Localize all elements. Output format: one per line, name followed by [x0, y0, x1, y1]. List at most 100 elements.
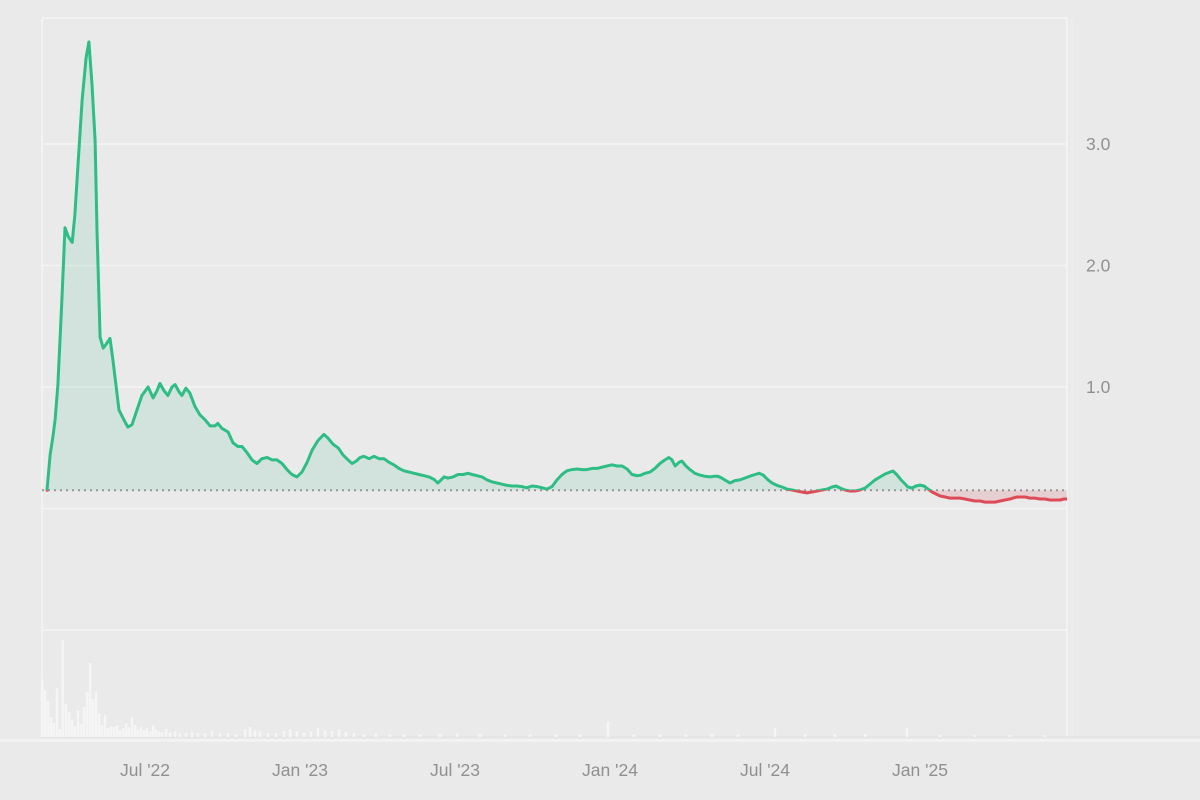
volume-bar — [606, 721, 610, 737]
volume-bar — [139, 727, 143, 737]
volume-bar — [133, 725, 137, 737]
volume-bar — [455, 733, 459, 737]
volume-bar — [302, 732, 306, 737]
volume-bar — [79, 724, 83, 737]
volume-bar — [103, 715, 107, 737]
volume-bar — [418, 734, 422, 737]
volume-bar — [248, 727, 252, 737]
volume-bar — [85, 692, 89, 737]
volume-bar — [109, 726, 113, 737]
y-tick-label: 2.0 — [1086, 256, 1111, 276]
volume-bar — [203, 733, 207, 737]
volume-bar — [100, 725, 104, 737]
negative-area-fill — [47, 490, 1067, 503]
volume-bar — [295, 731, 299, 737]
volume-bar — [503, 734, 507, 737]
volume-bar — [164, 729, 168, 737]
volume-bar — [178, 733, 182, 737]
volume-bar — [374, 733, 378, 737]
volume-bar — [863, 734, 867, 737]
volume-bar — [154, 729, 158, 737]
volume-bar — [344, 732, 348, 737]
volume-bar — [76, 710, 80, 737]
x-tick-label: Jan '24 — [582, 760, 638, 780]
volume-bar — [323, 730, 327, 737]
price-area-negative — [45, 490, 1067, 504]
volume-bar — [121, 728, 125, 737]
volume-bar — [70, 719, 74, 737]
volume-bar — [478, 734, 482, 737]
volume-bar — [136, 729, 140, 737]
volume-bar — [61, 640, 65, 737]
volume-bar — [151, 725, 155, 737]
x-tick-label: Jul '22 — [120, 760, 170, 780]
volume-bar — [142, 730, 146, 737]
volume-bar — [157, 731, 161, 737]
volume-bar — [402, 734, 406, 737]
volume-bar — [905, 728, 909, 737]
volume-bar — [1008, 735, 1012, 737]
price-line-positive — [45, 40, 933, 491]
volume-bar — [554, 734, 558, 737]
volume-bar — [773, 728, 777, 737]
volume-bar — [145, 728, 149, 737]
volume-bar — [266, 733, 270, 737]
volume-bar — [58, 729, 62, 737]
volume-bar — [112, 727, 116, 737]
y-tick-label: 1.0 — [1086, 377, 1111, 397]
volume-bars — [40, 640, 1047, 737]
volume-bar — [337, 729, 341, 737]
price-area-positive — [45, 40, 933, 491]
volume-bar — [43, 690, 47, 737]
volume-bar — [115, 725, 119, 737]
volume-bar — [658, 734, 662, 737]
volume-bar — [632, 734, 636, 737]
volume-bar — [833, 734, 837, 737]
grid-layer — [42, 143, 1067, 631]
volume-bar — [388, 734, 392, 737]
volume-bar — [73, 726, 77, 737]
volume-bar — [243, 729, 247, 737]
volume-bar — [803, 734, 807, 737]
volume-bar — [196, 733, 200, 737]
volume-bar — [82, 707, 86, 737]
volume-bar — [973, 735, 977, 737]
volume-bar — [330, 731, 334, 737]
volume-bar — [710, 734, 714, 737]
volume-bar — [578, 734, 582, 737]
volume-bar — [352, 733, 356, 737]
volume-bar — [118, 730, 122, 737]
volume-bar — [684, 734, 688, 737]
volume-bar — [168, 732, 172, 737]
volume-bar — [1043, 735, 1047, 737]
volume-bar — [130, 717, 134, 737]
x-axis-labels: Jul '22 Jan '23 Jul '23 Jan '24 Jul '24 Jan '… — [120, 760, 948, 780]
volume-bar — [173, 731, 177, 737]
y-axis-labels: 3.0 2.0 1.0 — [1086, 134, 1111, 397]
volume-bar — [288, 729, 292, 737]
volume-bar — [88, 663, 92, 737]
volume-bar — [148, 731, 152, 737]
volume-bar — [282, 731, 286, 737]
volume-bar — [438, 734, 442, 737]
volume-bar — [97, 713, 101, 737]
volume-bar — [91, 699, 95, 737]
volume-bar — [127, 727, 131, 737]
x-tick-label: Jan '25 — [892, 760, 948, 780]
volume-bar — [736, 734, 740, 737]
y-tick-label: 3.0 — [1086, 134, 1111, 154]
volume-bar — [210, 731, 214, 737]
volume-bar — [258, 731, 262, 737]
volume-bar — [274, 733, 278, 737]
volume-bar — [55, 688, 59, 737]
volume-bar — [40, 679, 44, 737]
volume-bar — [226, 733, 230, 737]
volume-bar — [94, 691, 98, 737]
volume-bar — [362, 734, 366, 737]
volume-bar — [64, 704, 68, 737]
volume-bar — [46, 701, 50, 737]
volume-bar — [253, 730, 257, 737]
volume-bar — [938, 735, 942, 737]
